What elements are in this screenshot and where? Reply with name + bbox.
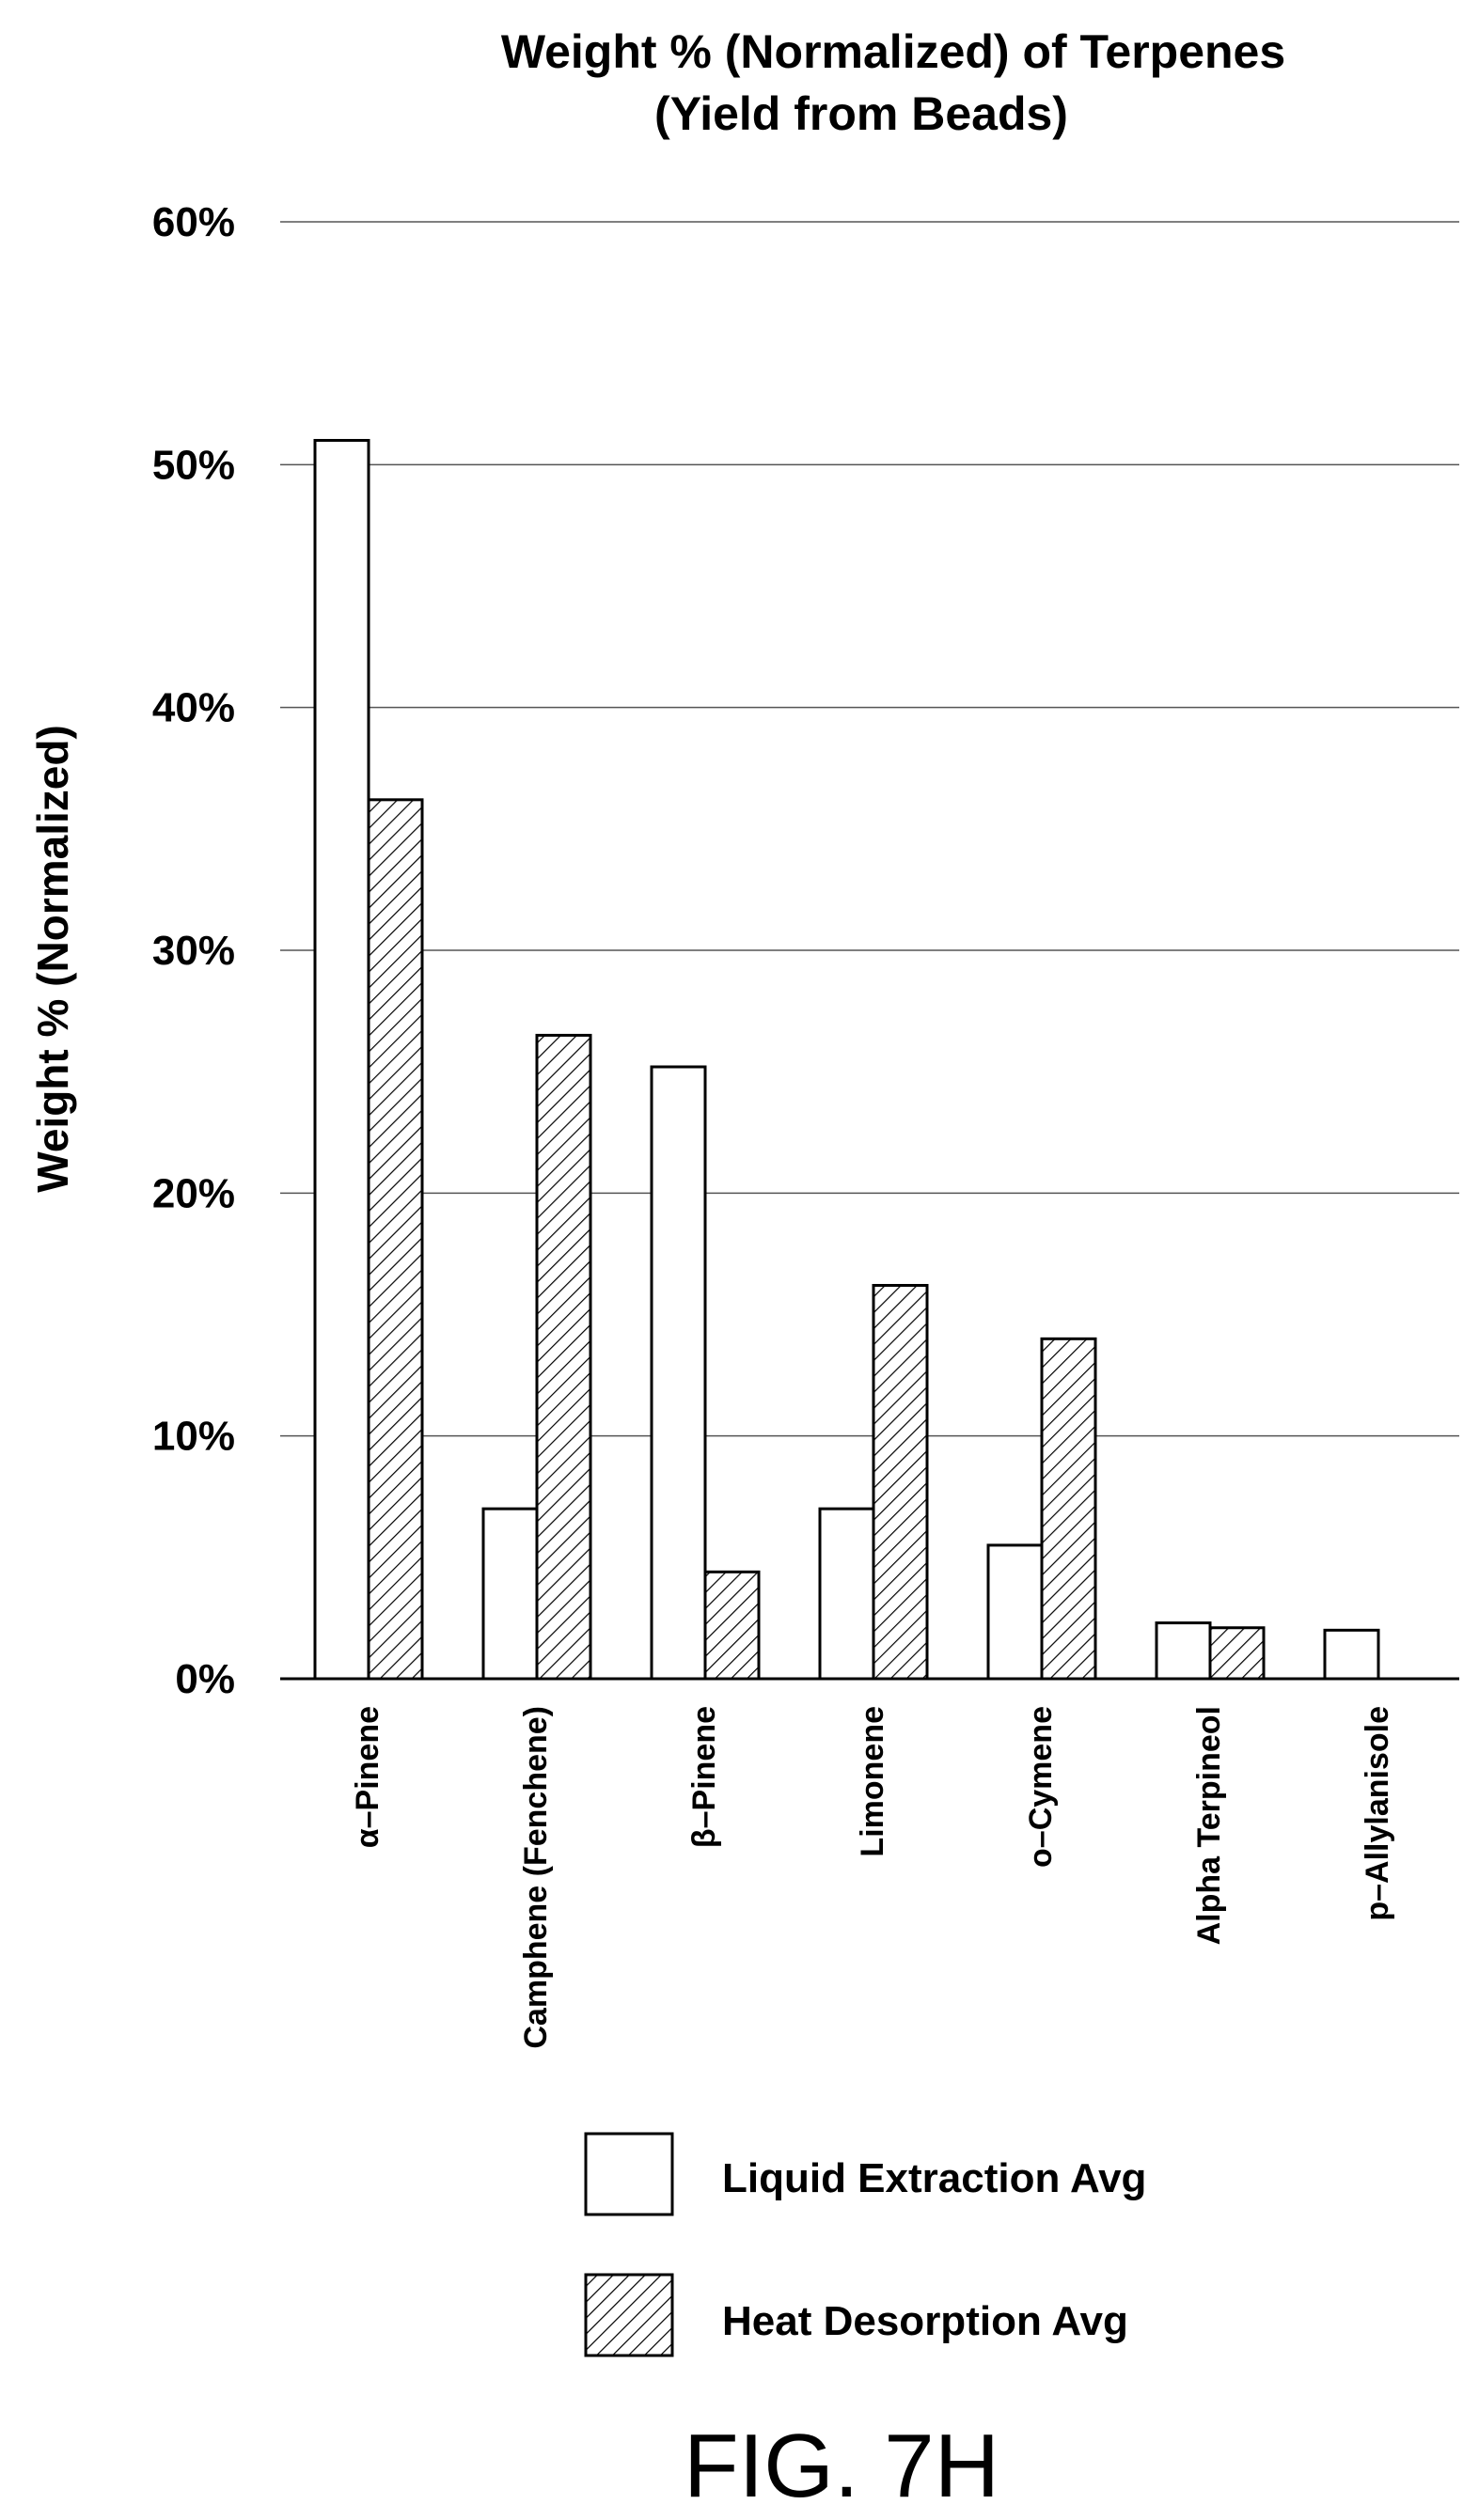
bar-heat-desorption-5 xyxy=(1208,1626,1266,1681)
legend-swatch-liquid xyxy=(584,2132,674,2216)
legend-swatch-heat xyxy=(584,2273,674,2357)
category-label: α–Pinene xyxy=(350,1706,385,1848)
legend-label-heat: Heat Desorption Avg xyxy=(722,2298,1128,2344)
bar-heat-desorption-3 xyxy=(872,1284,929,1681)
y-axis-label: Weight % (Normalized) xyxy=(28,725,77,1193)
y-tick-label: 40% xyxy=(152,685,235,731)
y-tick-label: 0% xyxy=(175,1656,235,1702)
y-tick-label: 10% xyxy=(152,1414,235,1460)
category-label: Limonene xyxy=(855,1706,890,1857)
bar-liquid-extraction-1 xyxy=(481,1507,539,1681)
chart-subtitle: (Yield from Beads) xyxy=(654,87,1068,140)
bar-liquid-extraction-4 xyxy=(986,1543,1044,1681)
y-axis-ticks: 0% 10% 20% 30% 40% 50% 60% xyxy=(152,199,235,1702)
bar-heat-desorption-1 xyxy=(535,1033,592,1681)
bar-liquid-extraction-0 xyxy=(313,439,370,1681)
bars xyxy=(313,439,1380,1681)
legend: Liquid Extraction Avg Heat Desorption Av… xyxy=(584,2132,1146,2357)
category-label: o–Cymene xyxy=(1023,1706,1059,1868)
figure-label: FIG. 7H xyxy=(684,2416,999,2516)
gridlines xyxy=(280,221,1459,1437)
y-tick-label: 60% xyxy=(152,199,235,245)
bar-heat-desorption-0 xyxy=(367,798,424,1681)
category-labels: α–Pinene Camphene (Fenchene) β–Pinene Limon… xyxy=(350,1706,1395,2049)
y-tick-label: 50% xyxy=(152,442,235,488)
y-tick-label: 20% xyxy=(152,1170,235,1216)
category-label: p–Allylanisole xyxy=(1360,1706,1395,1921)
bar-liquid-extraction-2 xyxy=(650,1065,707,1681)
y-tick-label: 30% xyxy=(152,928,235,974)
bar-liquid-extraction-3 xyxy=(818,1507,875,1681)
bar-liquid-extraction-5 xyxy=(1155,1621,1212,1681)
bar-liquid-extraction-6 xyxy=(1323,1628,1380,1681)
category-label: Alpha Terpineol xyxy=(1191,1706,1227,1945)
bar-heat-desorption-2 xyxy=(703,1570,761,1681)
category-label: β–Pinene xyxy=(686,1706,722,1848)
category-label: Camphene (Fenchene) xyxy=(518,1706,554,2049)
legend-label-liquid: Liquid Extraction Avg xyxy=(722,2155,1146,2201)
bar-heat-desorption-4 xyxy=(1040,1337,1097,1681)
chart-title: Weight % (Normalized) of Terpenes xyxy=(501,25,1285,78)
